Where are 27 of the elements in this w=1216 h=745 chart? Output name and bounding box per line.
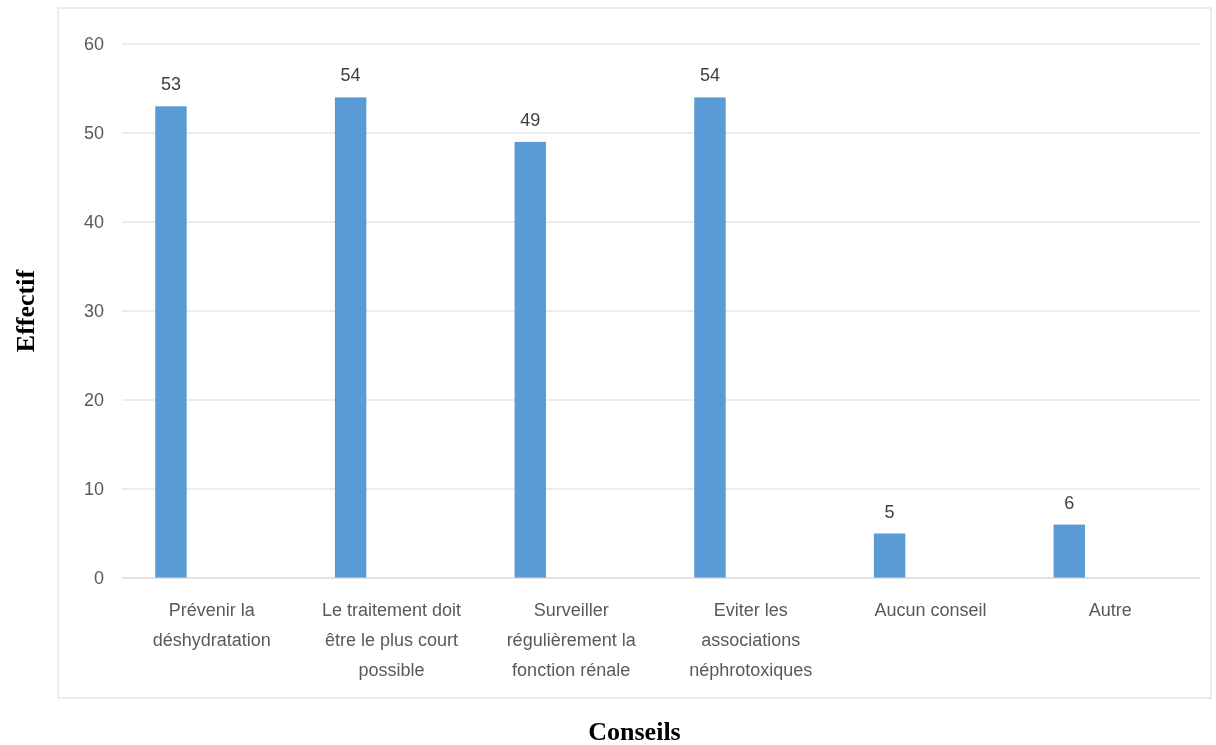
data-label: 54 xyxy=(340,65,361,86)
data-label: 53 xyxy=(160,74,181,95)
y-tick-label: 30 xyxy=(83,301,104,322)
bar xyxy=(1053,524,1086,578)
bar xyxy=(694,97,726,578)
data-label: 6 xyxy=(1064,492,1075,513)
x-tick-label: Eviter les associations néphrotoxiques xyxy=(689,600,813,680)
bar xyxy=(334,97,367,578)
y-tick-label: 50 xyxy=(83,123,104,144)
data-label: 5 xyxy=(884,501,895,522)
y-tick-label: 60 xyxy=(83,34,104,55)
y-tick-label: 40 xyxy=(83,212,104,233)
data-label: 54 xyxy=(699,65,720,86)
y-axis-title: Effectif xyxy=(11,269,40,353)
data-label: 49 xyxy=(520,109,541,130)
x-tick-label: Aucun conseil xyxy=(874,600,987,620)
x-axis-title: Conseils xyxy=(588,717,681,745)
y-tick-label: 20 xyxy=(83,390,104,411)
x-tick-label: Prévenir la déshydratation xyxy=(152,600,271,650)
x-tick-label: Surveiller régulièrement la fonction rénale xyxy=(506,600,637,680)
bar xyxy=(873,533,906,578)
y-tick-label: 10 xyxy=(83,479,104,500)
x-tick-label: Le traitement doit être le plus court possible xyxy=(321,600,462,680)
bar xyxy=(514,141,547,578)
y-tick-label: 0 xyxy=(93,568,104,589)
bar xyxy=(155,106,187,578)
x-tick-label: Autre xyxy=(1088,600,1132,620)
